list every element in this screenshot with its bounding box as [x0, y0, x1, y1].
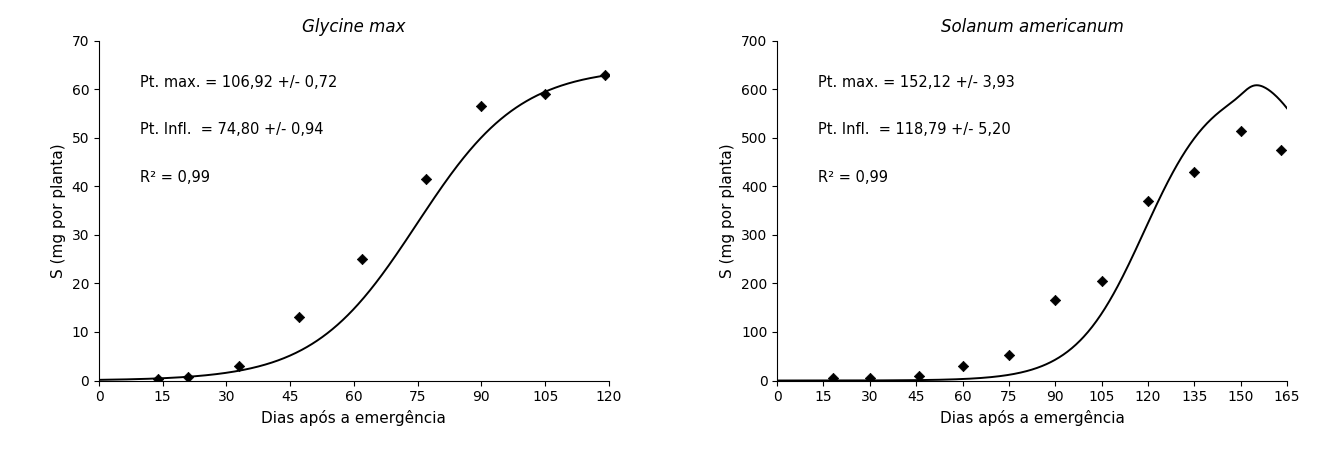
Point [908, 372, 929, 379]
Text: Pt. max. = 106,92 +/- 0,72: Pt. max. = 106,92 +/- 0,72 [140, 75, 337, 90]
Y-axis label: S (mg por planta): S (mg por planta) [51, 143, 66, 278]
Point [471, 103, 492, 110]
X-axis label: Dias após a emergência: Dias após a emergência [261, 410, 446, 426]
Point [1184, 168, 1205, 175]
Point [952, 362, 973, 370]
Point [352, 255, 374, 263]
Point [594, 71, 615, 78]
Point [1270, 146, 1291, 154]
Point [998, 352, 1019, 359]
Point [535, 91, 556, 98]
Point [1138, 198, 1159, 205]
Point [1230, 127, 1251, 134]
Point [288, 314, 309, 321]
Point [416, 175, 437, 183]
Title: Glycine max: Glycine max [302, 19, 405, 36]
Text: Pt. max. = 152,12 +/- 3,93: Pt. max. = 152,12 +/- 3,93 [818, 75, 1015, 90]
Text: R² = 0,99: R² = 0,99 [140, 170, 210, 185]
Point [822, 375, 843, 382]
Point [228, 362, 249, 370]
Point [1092, 277, 1113, 284]
Title: Solanum americanum: Solanum americanum [941, 19, 1123, 36]
Point [859, 375, 880, 382]
Text: R² = 0,99: R² = 0,99 [818, 170, 888, 185]
Text: Pt. Infl.  = 118,79 +/- 5,20: Pt. Infl. = 118,79 +/- 5,20 [818, 122, 1011, 137]
Point [1044, 297, 1065, 304]
Y-axis label: S (mg por planta): S (mg por planta) [721, 143, 735, 278]
X-axis label: Dias após a emergência: Dias após a emergência [940, 410, 1125, 426]
Point [178, 373, 199, 380]
Text: Pt. Infl.  = 74,80 +/- 0,94: Pt. Infl. = 74,80 +/- 0,94 [140, 122, 323, 137]
Point [148, 376, 169, 383]
